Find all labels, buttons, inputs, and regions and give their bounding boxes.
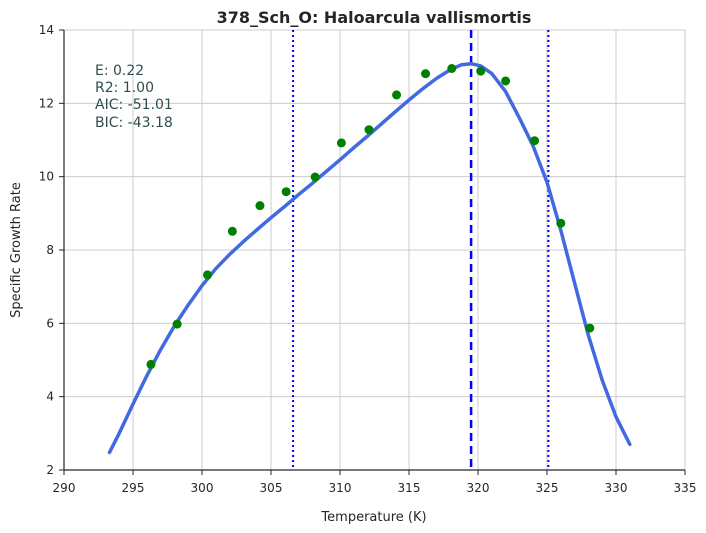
x-tick-label: 300 xyxy=(191,481,214,495)
data-point xyxy=(172,319,182,329)
y-tick-label: 14 xyxy=(39,23,54,37)
y-tick-label: 8 xyxy=(46,243,54,257)
data-point xyxy=(476,66,486,76)
x-tick-label: 310 xyxy=(329,481,352,495)
x-tick-label: 320 xyxy=(467,481,490,495)
data-point xyxy=(146,359,156,369)
data-points xyxy=(146,64,595,369)
y-axis-title: Specific Growth Rate xyxy=(9,182,24,318)
x-axis-title: Temperature (K) xyxy=(320,510,426,525)
fit-curve-layer xyxy=(107,61,632,455)
chart-title: 378_Sch_O: Haloarcula vallismortis xyxy=(217,8,532,27)
data-point xyxy=(585,323,595,333)
data-point xyxy=(530,136,540,146)
data-point xyxy=(421,69,431,79)
x-tick-label: 290 xyxy=(53,481,76,495)
x-tick-label: 335 xyxy=(674,481,697,495)
data-point xyxy=(281,187,291,197)
data-point xyxy=(447,64,457,73)
x-tick-label: 295 xyxy=(122,481,145,495)
data-point xyxy=(556,218,566,228)
grid-lines xyxy=(63,29,686,471)
stat-r2: R2: 1.00 xyxy=(95,80,154,96)
fit-curve xyxy=(107,61,632,455)
data-point xyxy=(336,138,346,148)
data-point xyxy=(227,226,237,236)
data-point xyxy=(203,270,213,280)
x-tick-label: 315 xyxy=(398,481,421,495)
data-point xyxy=(255,201,265,211)
reference-lines xyxy=(292,30,550,470)
data-point xyxy=(364,125,374,135)
stat-e: E: 0.22 xyxy=(95,63,144,79)
data-point xyxy=(310,172,320,182)
data-point xyxy=(501,76,511,86)
fit-stats: E: 0.22 R2: 1.00 AIC: -51.01 BIC: -43.18 xyxy=(95,63,173,131)
x-tick-label: 325 xyxy=(536,481,559,495)
stat-bic: BIC: -43.18 xyxy=(95,115,173,131)
stat-aic: AIC: -51.01 xyxy=(95,97,173,113)
y-tick-label: 4 xyxy=(46,390,54,404)
tick-labels: 290 295 300 305 310 315 320 325 330 335 2 4 6 8 10 12 14 xyxy=(39,23,697,495)
y-tick-label: 6 xyxy=(46,316,54,330)
x-tick-label: 330 xyxy=(605,481,628,495)
data-point xyxy=(392,90,402,100)
y-tick-label: 10 xyxy=(39,170,54,184)
axes xyxy=(59,29,686,475)
y-tick-label: 2 xyxy=(46,463,54,477)
y-tick-label: 12 xyxy=(39,96,54,110)
x-tick-label: 305 xyxy=(260,481,283,495)
